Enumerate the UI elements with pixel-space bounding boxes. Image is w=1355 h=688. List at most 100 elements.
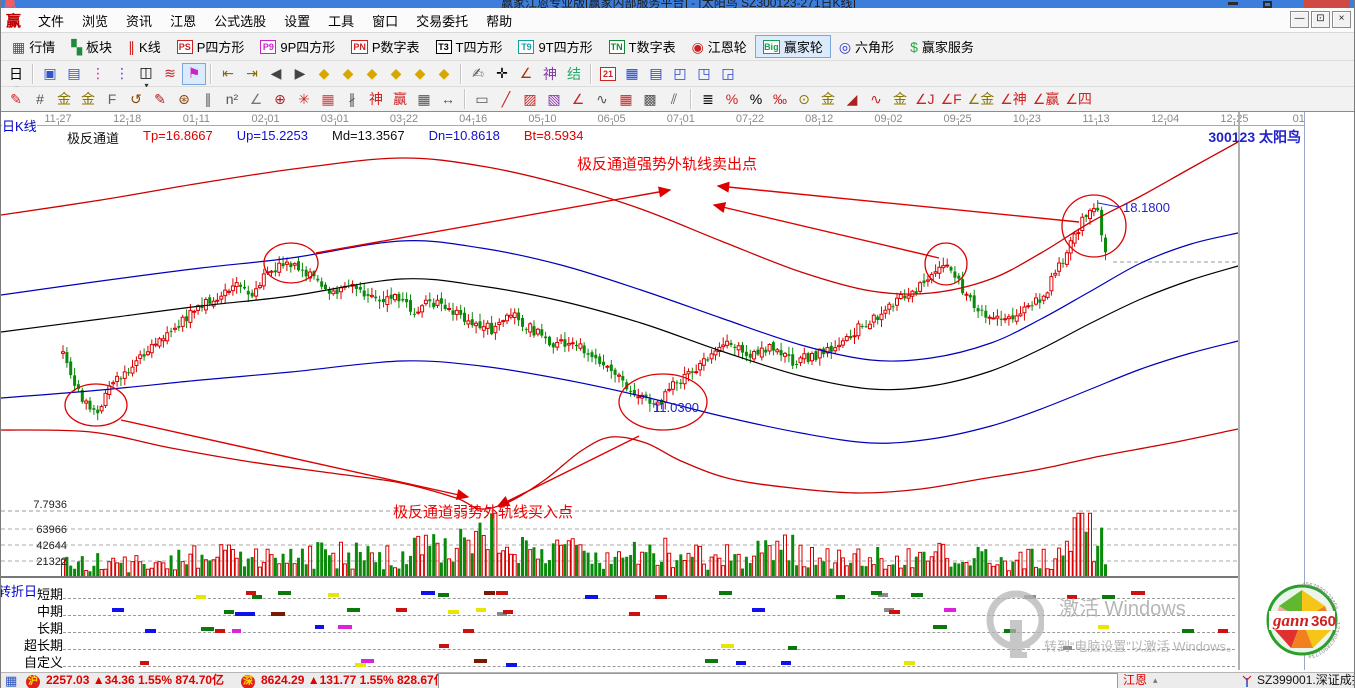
save-icon[interactable]: ◰ <box>673 65 687 81</box>
percent-lines-icon[interactable]: ‰ <box>773 91 787 107</box>
fib-tool-icon[interactable]: F <box>107 91 117 107</box>
price-ladder-icon[interactable]: ≣ <box>702 90 714 107</box>
horn-tool-icon[interactable]: ◢ <box>846 90 858 107</box>
notes-icon[interactable]: ▤ <box>649 65 663 81</box>
menu-item-10[interactable]: 帮助 <box>486 13 513 29</box>
menu-item-1[interactable]: 文件 <box>38 13 65 29</box>
status-input-box[interactable] <box>438 673 1118 688</box>
zoom-region-icon[interactable]: ▣ <box>43 65 57 81</box>
winner-figure-icon[interactable]: 结 <box>567 65 581 82</box>
red-grid-icon[interactable]: ▦ <box>619 90 633 107</box>
t9-square-button[interactable]: T9 9T四方形 <box>510 35 600 58</box>
menu-item-8[interactable]: 窗口 <box>372 13 399 29</box>
kline-button[interactable]: ∥ K线 <box>120 35 169 58</box>
market-table-icon[interactable]: ▦ <box>5 673 18 688</box>
rect-tool-icon[interactable]: ▭ <box>475 90 489 107</box>
quotes-button[interactable]: ▦ 行情 <box>4 35 63 58</box>
angle-measure-icon[interactable]: ∠ <box>519 65 533 81</box>
child-close-icon[interactable]: × <box>1332 11 1351 28</box>
first-page-icon[interactable]: ⇤ <box>222 65 234 81</box>
winner-wheel-button[interactable]: Big 赢家轮 <box>754 35 831 58</box>
zoom-in-x-icon[interactable]: ◆ <box>342 65 354 81</box>
grid-tool-icon[interactable]: ▦ <box>417 90 431 107</box>
si-angle-icon[interactable]: ∠四 <box>1065 91 1092 107</box>
menu-item-5[interactable]: 公式选股 <box>214 13 267 29</box>
calendar-icon[interactable]: 21 <box>596 63 620 85</box>
p9-square-button[interactable]: P9 9P四方形 <box>252 35 343 58</box>
zoom-out-x-icon[interactable]: ◆ <box>318 65 330 81</box>
t-table-button[interactable]: TN T数字表 <box>601 35 684 58</box>
n-square-icon[interactable]: n² <box>225 91 239 107</box>
child-minimize-icon[interactable]: — <box>1290 11 1309 28</box>
marker-pen-icon[interactable]: ✎ <box>154 90 166 107</box>
gold-angle-icon[interactable]: ∠金 <box>967 91 995 107</box>
gann-wheel-button[interactable]: ◉ 江恩轮 <box>684 35 755 58</box>
dense-grid-icon[interactable]: ▩ <box>643 90 657 107</box>
compress-y-icon[interactable]: ◆ <box>438 65 450 81</box>
expand-x-icon[interactable]: ◆ <box>366 65 378 81</box>
fan-grid-icon[interactable]: ▨ <box>523 90 537 107</box>
angle-ruler-icon[interactable]: ∠ <box>249 90 263 107</box>
color-flag-icon[interactable]: ⚑ <box>182 62 206 85</box>
sectors-button[interactable]: ▚ 板块 <box>63 35 120 58</box>
percent-icon[interactable]: % <box>749 91 763 107</box>
hand-tool-icon[interactable]: ✍ <box>472 65 484 81</box>
shen-line-icon[interactable]: 神 <box>369 91 383 107</box>
split-lines-icon[interactable]: ∥ <box>204 90 212 107</box>
save-as-icon[interactable]: ◳ <box>697 65 711 81</box>
close-button[interactable] <box>1304 0 1350 8</box>
ratio-lines-icon[interactable]: # <box>36 91 44 107</box>
ying-angle-icon[interactable]: ∠赢 <box>1032 91 1060 107</box>
cycle-circle-icon[interactable]: ⊛ <box>178 90 190 107</box>
minimize-icon[interactable] <box>1228 2 1238 5</box>
pen-tool-icon[interactable]: ✎ <box>10 90 22 107</box>
angle-lines-icon[interactable]: ∠ <box>571 90 585 107</box>
child-restore-icon[interactable]: ⊡ <box>1311 11 1330 28</box>
last-page-icon[interactable]: ⇥ <box>246 65 258 81</box>
period-day-selector[interactable]: 日▾ <box>9 65 23 93</box>
percent-angle-icon[interactable]: % <box>725 91 739 107</box>
slant-lines-icon[interactable]: ⫽ <box>670 90 678 107</box>
j-angle-icon[interactable]: ∠J <box>915 90 935 107</box>
crosshair-icon[interactable]: ✛ <box>496 65 508 81</box>
p-table-button[interactable]: PN P数字表 <box>343 35 427 58</box>
data-feed-label[interactable]: SZ399001.深证成指 <box>1257 673 1355 687</box>
purple-grid-icon[interactable]: ▧ <box>547 90 561 107</box>
spiral-icon[interactable]: ↺ <box>130 90 142 107</box>
expand-y-icon[interactable]: ◆ <box>414 65 426 81</box>
wave-pattern-icon[interactable]: ≋ <box>164 65 176 81</box>
star-circle-icon[interactable]: ✳ <box>298 90 310 107</box>
candle-type-icon[interactable]: ◫ ▾ <box>139 63 153 90</box>
calculator-icon[interactable]: ▦ <box>625 65 639 81</box>
minichart-3-icon[interactable]: ⋮ <box>91 65 105 81</box>
prev-bar-icon[interactable]: ◀ <box>270 65 282 81</box>
gann-figure-icon[interactable]: 神 <box>543 65 557 82</box>
gold-column-icon[interactable]: 金 <box>57 91 71 107</box>
gold-underline-icon[interactable]: 金 <box>893 91 907 107</box>
t-square-button[interactable]: T3 T四方形 <box>428 35 511 58</box>
menu-item-2[interactable]: 浏览 <box>82 13 109 29</box>
turning-point-pane[interactable]: 转折日 短期 中期 长期 超长期 自定义 <box>1 578 1239 670</box>
circle-cross-icon[interactable]: ⊕ <box>274 90 286 107</box>
kline-chart[interactable]: 7.7936 63966 42644 21322 极反通道强势外轨线卖出点极反通道弱势外… <box>1 126 1239 578</box>
gold-level-icon[interactable]: 金 <box>821 91 835 107</box>
grid-circle-icon[interactable]: ▦ <box>321 90 335 107</box>
shen-angle-icon[interactable]: ∠神 <box>1000 91 1027 107</box>
gold-circle-icon[interactable]: ⊙ <box>798 90 810 107</box>
p-square-button[interactable]: PS P四方形 <box>169 35 253 58</box>
menu-item-4[interactable]: 江恩 <box>170 13 197 29</box>
gold-column2-icon[interactable]: 金 <box>81 91 95 107</box>
next-bar-icon[interactable]: ▶ <box>294 65 306 81</box>
menu-item-9[interactable]: 交易委托 <box>416 13 469 29</box>
pane-splitter[interactable] <box>1 576 1239 578</box>
status-spinner[interactable]: ▴▾ <box>1153 675 1158 685</box>
wave2-tool-icon[interactable]: ∿ <box>870 90 882 107</box>
f-angle-icon[interactable]: ∠F <box>940 90 962 107</box>
menu-item-3[interactable]: 资讯 <box>126 13 153 29</box>
menu-item-7[interactable]: 工具 <box>328 13 355 29</box>
hexagon-button[interactable]: ◎ 六角形 <box>831 35 902 58</box>
fan-lines-icon[interactable]: ╱ <box>501 90 511 107</box>
span-tool-icon[interactable]: ↔ <box>441 91 455 107</box>
notch-lines-icon[interactable]: ∦ <box>348 90 356 107</box>
menu-item-6[interactable]: 设置 <box>284 13 311 29</box>
